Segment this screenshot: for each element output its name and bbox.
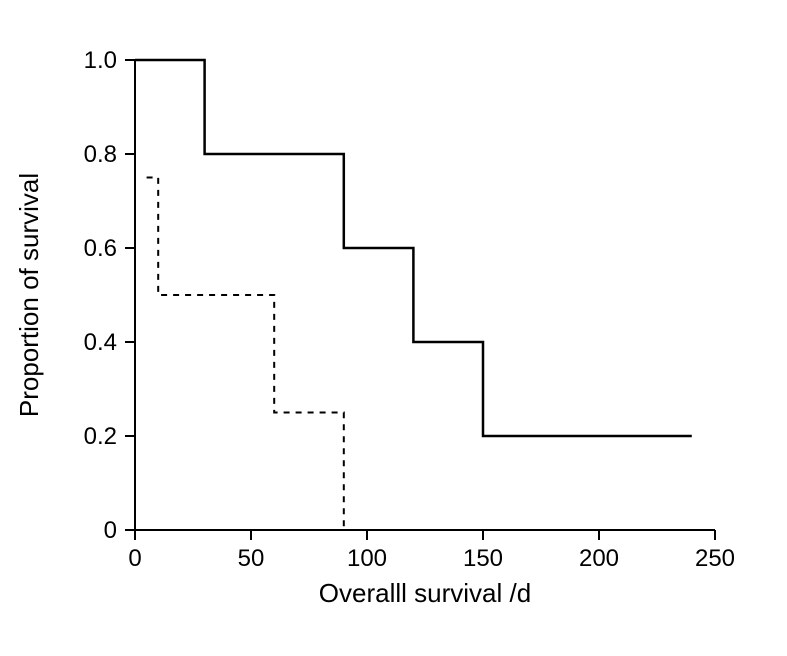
x-tick-label: 50 [238, 545, 265, 572]
y-tick-label: 1.0 [84, 47, 117, 74]
series-solid [135, 60, 692, 436]
y-tick-label: 0.6 [84, 235, 117, 262]
x-tick-label: 150 [463, 545, 503, 572]
x-axis-title: Overalll survival /d [319, 578, 531, 608]
x-tick-label: 200 [579, 545, 619, 572]
y-tick-label: 0.8 [84, 141, 117, 168]
y-tick-label: 0.4 [84, 329, 117, 356]
y-axis-title: Proportion of survival [14, 173, 44, 417]
y-tick-label: 0.2 [84, 423, 117, 450]
series-dashed [147, 178, 344, 531]
x-tick-label: 0 [128, 545, 141, 572]
chart-svg: 0 0.2 0.4 0.6 0.8 1.0 0 50 100 150 200 250 Overalll … [0, 0, 787, 656]
y-tick-label: 0 [104, 517, 117, 544]
x-tick-label: 250 [695, 545, 735, 572]
x-tick-label: 100 [347, 545, 387, 572]
survival-chart: 0 0.2 0.4 0.6 0.8 1.0 0 50 100 150 200 250 Overalll … [0, 0, 787, 656]
